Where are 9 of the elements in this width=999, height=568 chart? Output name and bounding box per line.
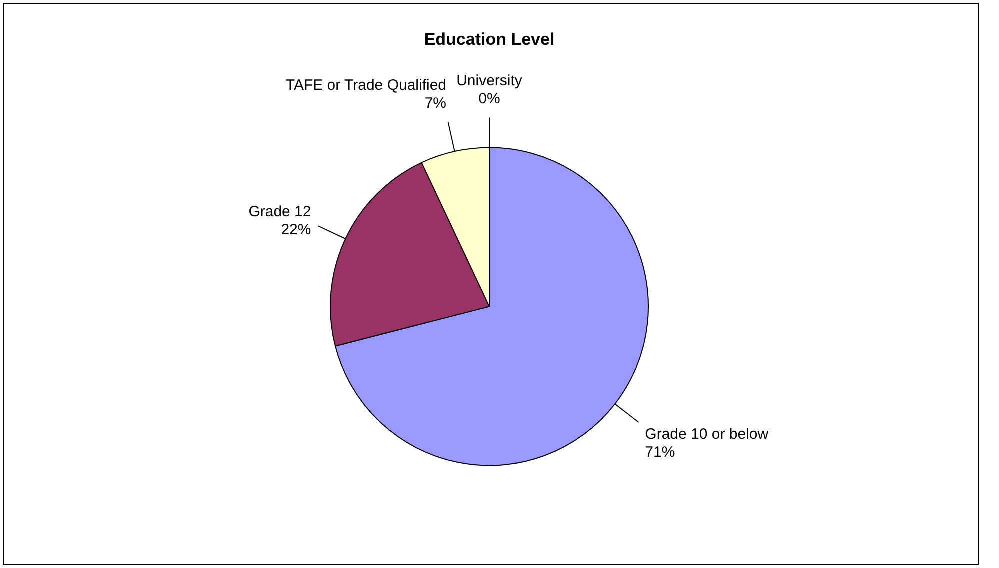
slice-label: Grade 12	[248, 203, 312, 220]
data-label: 22%	[281, 221, 312, 238]
category-label: University	[456, 72, 522, 90]
text: 0%	[478, 90, 500, 108]
chart-title: Education Level	[424, 30, 555, 49]
data-label: 7%	[424, 95, 447, 112]
slice-label: Grade 10 or below	[645, 426, 769, 444]
slice-label: TAFE or Trade Qualified	[286, 77, 447, 94]
data-label: 71%	[645, 444, 676, 462]
